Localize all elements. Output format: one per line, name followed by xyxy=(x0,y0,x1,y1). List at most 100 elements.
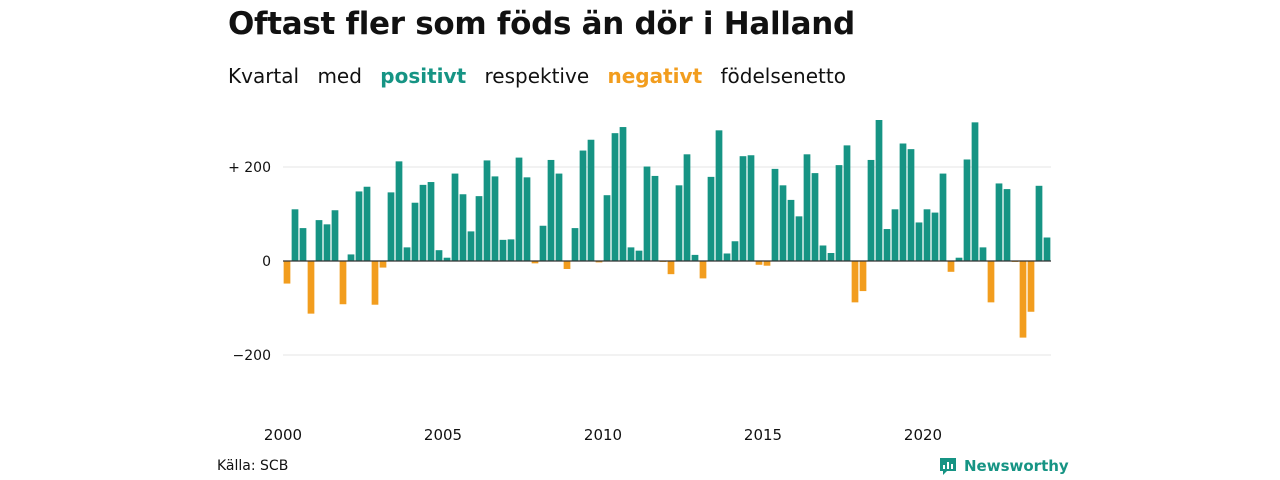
bar xyxy=(907,149,915,261)
chart-title: Oftast fler som föds än dör i Halland xyxy=(228,6,855,42)
bar xyxy=(619,127,627,261)
bar xyxy=(323,224,331,261)
bar xyxy=(803,154,811,261)
bar xyxy=(859,261,867,292)
bar xyxy=(875,120,883,261)
bar xyxy=(555,173,563,261)
bar xyxy=(379,261,387,268)
bar xyxy=(763,261,771,266)
bar xyxy=(363,186,371,261)
bar xyxy=(715,130,723,261)
bar xyxy=(459,194,467,261)
bar xyxy=(419,184,427,261)
bar xyxy=(867,159,875,261)
bar xyxy=(955,257,963,261)
bar xyxy=(483,160,491,261)
bar xyxy=(963,159,971,261)
bar xyxy=(427,182,435,261)
brand-name: Newsworthy xyxy=(964,457,1069,475)
bar xyxy=(683,154,691,261)
bar xyxy=(707,176,715,261)
bar xyxy=(539,225,547,261)
bar xyxy=(443,257,451,261)
y-tick-label: 0 xyxy=(262,254,271,270)
bar xyxy=(635,250,643,261)
bar xyxy=(843,145,851,261)
chart-subtitle: Kvartal med positivt respektive negativt… xyxy=(228,64,858,88)
grid-lines xyxy=(283,166,1051,356)
bar xyxy=(331,210,339,261)
bar xyxy=(579,150,587,261)
bar xyxy=(1043,237,1051,261)
bar xyxy=(987,261,995,303)
bar xyxy=(947,261,955,272)
bar xyxy=(467,231,475,261)
bar xyxy=(747,155,755,261)
bar xyxy=(1035,185,1043,261)
bar xyxy=(563,261,571,269)
bar xyxy=(1019,261,1027,338)
bar xyxy=(451,173,459,261)
bar xyxy=(667,261,675,275)
source-label: Källa: SCB xyxy=(217,458,289,474)
subtitle-text-3: respektive xyxy=(484,64,590,88)
legend-negative: negativt xyxy=(607,64,703,88)
x-tick-label: 2000 xyxy=(264,426,302,444)
bar xyxy=(1003,189,1011,261)
subtitle-text-4: födelsenetto xyxy=(720,64,846,88)
subtitle-text-2: med xyxy=(317,64,362,88)
x-tick-label: 2010 xyxy=(584,426,622,444)
bar xyxy=(435,250,443,261)
bar xyxy=(651,175,659,261)
bar xyxy=(611,133,619,261)
bar xyxy=(899,143,907,261)
bar xyxy=(851,261,859,303)
bar xyxy=(811,173,819,261)
bar xyxy=(979,247,987,261)
x-tick-label: 2005 xyxy=(424,426,462,444)
bar xyxy=(571,228,579,261)
bar xyxy=(731,241,739,261)
bar xyxy=(387,192,395,261)
bar xyxy=(827,253,835,261)
bar xyxy=(755,261,763,265)
bar xyxy=(1027,261,1035,312)
bar xyxy=(371,261,379,305)
bar xyxy=(523,177,531,261)
bar xyxy=(627,247,635,261)
bar xyxy=(923,209,931,261)
bar xyxy=(795,216,803,261)
bar xyxy=(779,185,787,261)
bar xyxy=(995,183,1003,261)
bar xyxy=(339,261,347,305)
subtitle-text-1: Kvartal xyxy=(228,64,300,88)
y-tick-label: −200 xyxy=(233,348,271,364)
bar xyxy=(787,199,795,261)
bar xyxy=(395,161,403,261)
bar xyxy=(723,253,731,261)
bar xyxy=(283,261,291,284)
bar xyxy=(931,212,939,261)
bar xyxy=(531,261,539,264)
bar xyxy=(499,239,507,261)
bar xyxy=(771,168,779,261)
axes: + 200 0 −200 2000 2005 2010 2015 2020 xyxy=(228,160,1051,444)
bar xyxy=(891,209,899,261)
bar xyxy=(883,229,891,261)
bar xyxy=(307,261,315,314)
legend-positive: positivt xyxy=(380,64,467,88)
bar xyxy=(915,222,923,261)
bar xyxy=(971,122,979,261)
bar xyxy=(475,196,483,261)
bar xyxy=(739,156,747,261)
bar xyxy=(835,165,843,261)
x-tick-label: 2015 xyxy=(744,426,782,444)
bar xyxy=(603,195,611,261)
bar xyxy=(507,239,515,261)
y-tick-label: + 200 xyxy=(228,160,271,176)
bar xyxy=(819,245,827,261)
bar xyxy=(691,254,699,261)
brand-logo[interactable]: Newsworthy xyxy=(938,456,1069,476)
bar xyxy=(675,185,683,261)
